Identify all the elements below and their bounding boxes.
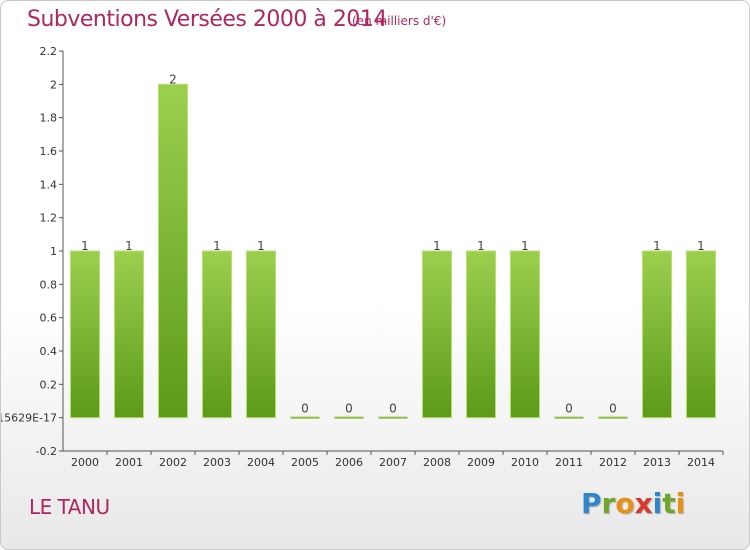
data-label: 0 — [565, 402, 573, 416]
y-tick-label: 1.2 — [40, 212, 58, 225]
data-label: 1 — [125, 239, 133, 253]
logo-letter: o — [615, 487, 635, 520]
bar — [509, 250, 541, 419]
data-label: 1 — [433, 239, 441, 253]
bar — [69, 250, 101, 419]
y-tick-label: -1.15629E-17 — [1, 412, 57, 425]
y-tick-label: 1 — [50, 245, 57, 258]
data-label: 0 — [345, 402, 353, 416]
bars-group — [69, 83, 717, 419]
x-tick-label: 2008 — [423, 456, 451, 469]
y-tick-label: 0.4 — [40, 345, 58, 358]
logo-letter: i — [652, 487, 663, 520]
x-tick-label: 2012 — [599, 456, 627, 469]
logo-letter: t — [662, 487, 676, 520]
x-tick-label: 2005 — [291, 456, 319, 469]
logo-letter: P — [581, 487, 602, 520]
x-tick-label: 2001 — [115, 456, 143, 469]
bar — [421, 250, 453, 419]
data-label: 1 — [521, 239, 529, 253]
x-tick-label: 2011 — [555, 456, 583, 469]
x-tick-label: 2010 — [511, 456, 539, 469]
y-tick-label: 1.6 — [40, 145, 58, 158]
data-label: 0 — [301, 402, 309, 416]
y-tick-label: 2 — [50, 78, 57, 91]
x-tick-label: 2004 — [247, 456, 275, 469]
data-label: 1 — [257, 239, 265, 253]
x-tick-label: 2007 — [379, 456, 407, 469]
labels-group: -0.2 -1.15629E-17 0.2 0.4 0.6 0.8 1 1.2 1.4 1.6 1.… — [1, 45, 715, 469]
bar — [290, 416, 320, 419]
bar — [378, 416, 408, 419]
proxiti-logo[interactable]: Proxiti — [581, 487, 685, 520]
data-label: 0 — [609, 402, 617, 416]
y-tick-label: 1.4 — [40, 178, 58, 191]
x-tick-label: 2003 — [203, 456, 231, 469]
commune-name: LE TANU — [29, 495, 110, 519]
axes-group — [59, 50, 724, 455]
unit-label: (en milliers d'€) — [352, 14, 447, 28]
data-label: 1 — [697, 239, 705, 253]
x-tick-label: 2013 — [643, 456, 671, 469]
bar — [201, 250, 233, 419]
y-tick-label: 0.8 — [40, 278, 58, 291]
y-tick-label: 1.8 — [40, 112, 58, 125]
chart-title: Subventions Versées 2000 à 2014 — [27, 7, 387, 32]
data-label: 0 — [389, 402, 397, 416]
bar — [554, 416, 584, 419]
data-label: 1 — [477, 239, 485, 253]
bar — [334, 416, 364, 419]
bar — [685, 250, 717, 419]
y-tick-label: 0.2 — [40, 378, 58, 391]
x-tick-label: 2002 — [159, 456, 187, 469]
y-tick-label: 0.6 — [40, 312, 58, 325]
x-tick-label: 2000 — [71, 456, 99, 469]
logo-letter: r — [601, 487, 616, 520]
bar — [157, 83, 189, 419]
bar — [598, 416, 628, 419]
y-tick-label: 2.2 — [40, 45, 58, 58]
y-tick-label: -0.2 — [36, 445, 57, 458]
data-label: 1 — [213, 239, 221, 253]
x-tick-label: 2006 — [335, 456, 363, 469]
bar — [465, 250, 497, 419]
logo-letter: i — [675, 487, 686, 520]
logo-letter: x — [634, 487, 653, 520]
data-label: 2 — [169, 72, 177, 86]
bar — [245, 250, 277, 419]
x-tick-label: 2009 — [467, 456, 495, 469]
x-tick-label: 2014 — [687, 456, 715, 469]
data-label: 1 — [653, 239, 661, 253]
data-label: 1 — [81, 239, 89, 253]
bar — [641, 250, 673, 419]
bar — [113, 250, 145, 419]
